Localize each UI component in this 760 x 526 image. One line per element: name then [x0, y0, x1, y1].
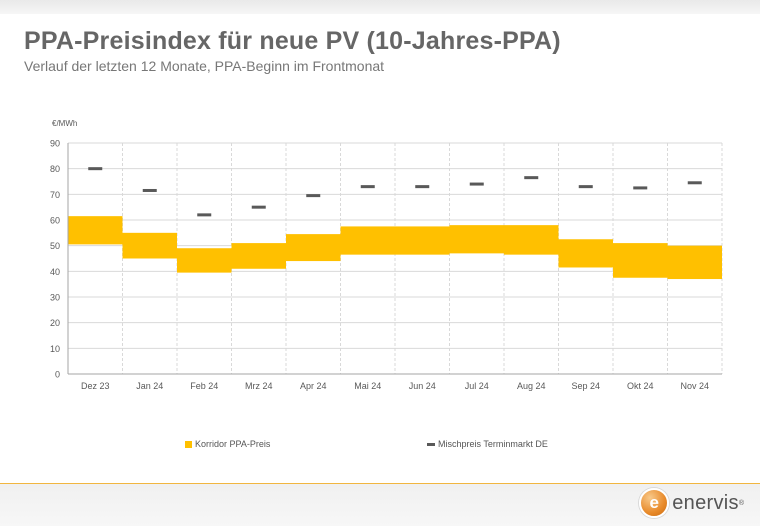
mix-price-marker	[415, 185, 430, 189]
y-tick-label: 50	[50, 241, 60, 251]
mix-price-marker	[633, 186, 648, 190]
legend-corridor: Korridor PPA-Preis	[185, 439, 270, 449]
legend-corridor-label: Korridor PPA-Preis	[195, 439, 271, 449]
y-tick-label: 10	[50, 344, 60, 354]
corridor-bar	[395, 226, 450, 255]
legend-mix: Mischpreis Terminmarkt DE	[427, 439, 548, 449]
footer-band	[0, 483, 760, 526]
mix-price-marker	[524, 176, 539, 180]
logo-mark-icon: e	[639, 488, 670, 518]
corridor-bar	[122, 232, 177, 259]
y-axis-label: €/MWh	[52, 119, 77, 128]
x-tick-label: Sep 24	[571, 381, 600, 391]
corridor-bar	[558, 239, 613, 268]
mix-price-marker	[306, 194, 321, 198]
x-tick-label: Feb 24	[190, 381, 218, 391]
x-tick-label: Jul 24	[465, 381, 489, 391]
marker-layer	[88, 167, 702, 217]
corridor-bar	[449, 225, 504, 254]
y-tick-label: 60	[50, 216, 60, 226]
corridor-bar	[504, 225, 559, 255]
y-tick-label: 90	[50, 139, 60, 149]
mix-price-marker	[687, 181, 702, 185]
corridor-bar	[667, 245, 722, 280]
x-tick-label: Apr 24	[300, 381, 327, 391]
corridor-bar	[177, 248, 232, 273]
x-tick-label: Nov 24	[680, 381, 709, 391]
y-tick-label: 40	[50, 267, 60, 277]
x-tick-label: Mai 24	[354, 381, 381, 391]
x-tick-label: Jan 24	[136, 381, 163, 391]
mix-price-marker	[88, 167, 103, 171]
mix-price-marker	[197, 213, 212, 217]
logo-registered: ®	[738, 499, 744, 507]
mix-price-marker	[142, 188, 157, 192]
y-tick-label: 20	[50, 318, 60, 328]
corridor-bar	[613, 243, 668, 278]
legend-corridor-swatch	[185, 440, 192, 448]
legend-mix-label: Mischpreis Terminmarkt DE	[438, 439, 548, 449]
x-tick-label: Dez 23	[81, 381, 110, 391]
x-tick-label: Jun 24	[409, 381, 436, 391]
logo-text: enervis	[672, 491, 739, 514]
corridor-bar	[68, 216, 123, 245]
top-band	[0, 0, 760, 14]
chart-area: 0 10 20 30 40 50 60 70 80 90 €/MWh Dez 23 Jan 24 Feb …	[50, 119, 723, 391]
mix-price-marker	[469, 182, 484, 186]
y-tick-label: 70	[50, 190, 60, 200]
y-tick-label: 80	[50, 164, 60, 174]
corridor-bar	[286, 234, 341, 262]
chart-title: PPA-Preisindex für neue PV (10-Jahres-PP…	[24, 27, 561, 55]
legend-mix-swatch	[427, 442, 435, 446]
x-tick-label: Aug 24	[517, 381, 546, 391]
mix-price-marker	[578, 185, 593, 189]
y-tick-label: 30	[50, 293, 60, 303]
x-tick-label: Okt 24	[627, 381, 654, 391]
chart-subtitle: Verlauf der letzten 12 Monate, PPA-Begin…	[24, 58, 385, 74]
mix-price-marker	[251, 205, 266, 209]
mix-price-marker	[360, 185, 375, 189]
axis-layer: 0 10 20 30 40 50 60 70 80 90 €/MWh Dez 23 Jan 24 Feb …	[50, 119, 722, 391]
corridor-bar	[231, 243, 286, 269]
enervis-logo: e enervis ®	[639, 488, 744, 518]
corridor-bar	[340, 226, 395, 255]
corridor-layer	[68, 216, 722, 280]
y-tick-label: 0	[55, 370, 60, 380]
x-tick-label: Mrz 24	[245, 381, 273, 391]
